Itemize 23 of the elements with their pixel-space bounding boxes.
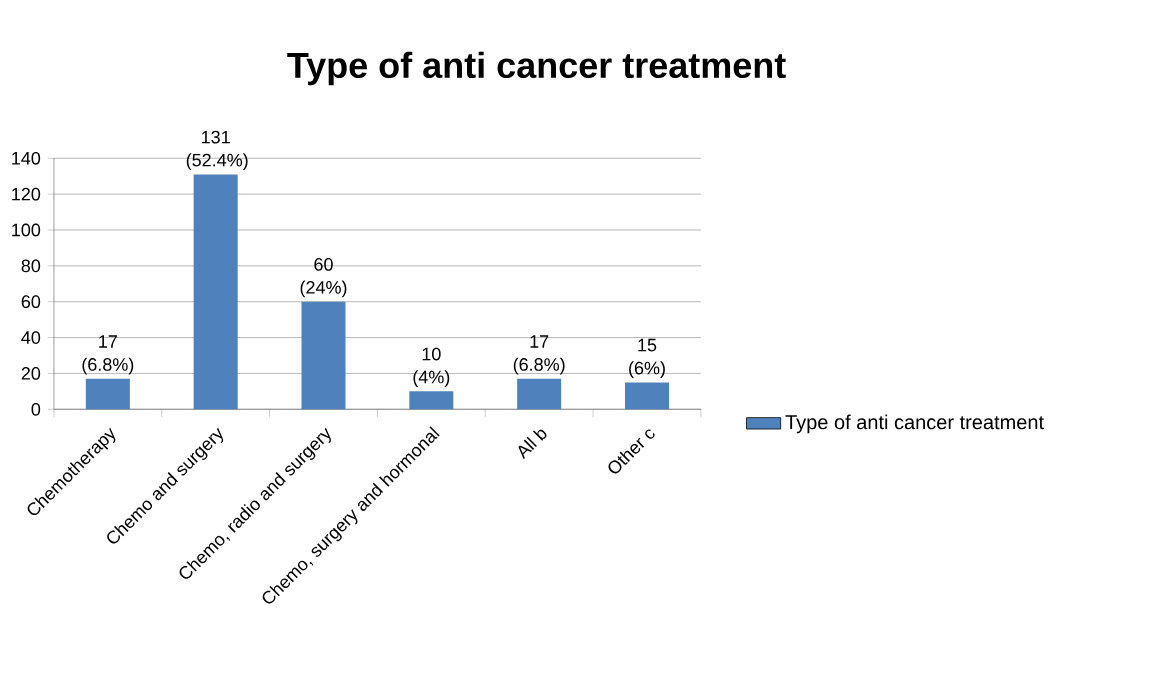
x-tick-label: All b [518, 429, 547, 460]
y-tick-label: 60 [21, 295, 41, 309]
y-tick-label: 80 [21, 259, 41, 273]
bar [624, 382, 669, 410]
data-label: 10 (4%) [413, 347, 450, 387]
y-tick-label: 120 [12, 187, 41, 201]
legend-label: Type of anti cancer treatment [785, 414, 1044, 434]
bar [517, 378, 562, 410]
y-tick-label: 20 [21, 367, 41, 380]
data-label: 17 (6.8%) [82, 335, 134, 375]
y-tick-label: 140 [12, 151, 41, 165]
y-tick-label: 0 [31, 402, 41, 416]
y-tick-label: 100 [12, 223, 41, 237]
bar [409, 391, 454, 410]
bar [193, 174, 238, 410]
data-label: 131 (52.4%) [186, 130, 248, 171]
bar [85, 378, 130, 410]
chart-title: Type of anti cancer treatment [287, 51, 786, 86]
y-tick-label: 40 [21, 331, 41, 344]
data-label: 60 (24%) [300, 258, 347, 298]
data-label: 17 (6.8%) [513, 335, 565, 375]
bar [301, 301, 346, 410]
data-label: 15 (6%) [629, 338, 665, 378]
